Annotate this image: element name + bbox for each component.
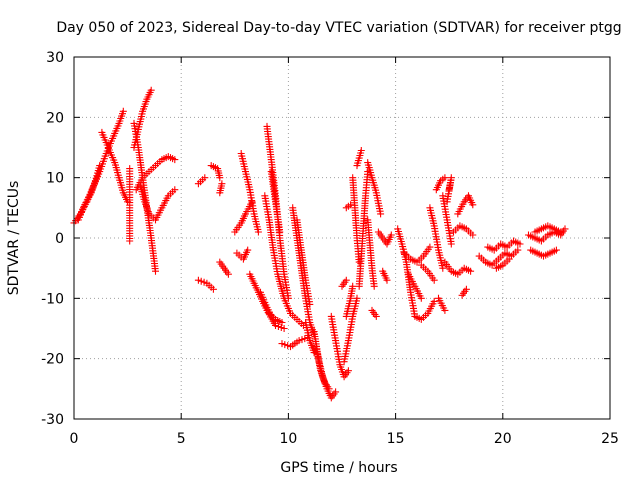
x-tick-label: 25 (601, 431, 619, 447)
y-tick-label: 10 (46, 171, 64, 187)
y-tick-label: -30 (41, 412, 64, 428)
x-tick-label: 10 (279, 431, 297, 447)
plot-frame (73, 56, 611, 420)
y-tick-label: 20 (46, 110, 64, 126)
x-tick-label: 15 (387, 431, 405, 447)
data-point-markers (70, 86, 569, 402)
y-tick-label: -10 (41, 291, 64, 307)
y-axis-title: SDTVAR / TECUs (6, 181, 22, 296)
y-tick-label: 0 (55, 231, 64, 247)
tick-labels: 0 5 10 15 20 25 30 20 10 0 -10 -20 -30 (41, 50, 619, 447)
y-tick-label: 30 (46, 50, 64, 66)
y-tick-label: -20 (41, 352, 64, 368)
x-tick-label: 0 (70, 431, 79, 447)
x-tick-label: 5 (177, 431, 186, 447)
data-points (70, 86, 569, 402)
x-axis-title: GPS time / hours (280, 460, 397, 476)
x-tick-label: 20 (494, 431, 512, 447)
chart-title: Day 050 of 2023, Sidereal Day-to-day VTE… (56, 20, 621, 36)
